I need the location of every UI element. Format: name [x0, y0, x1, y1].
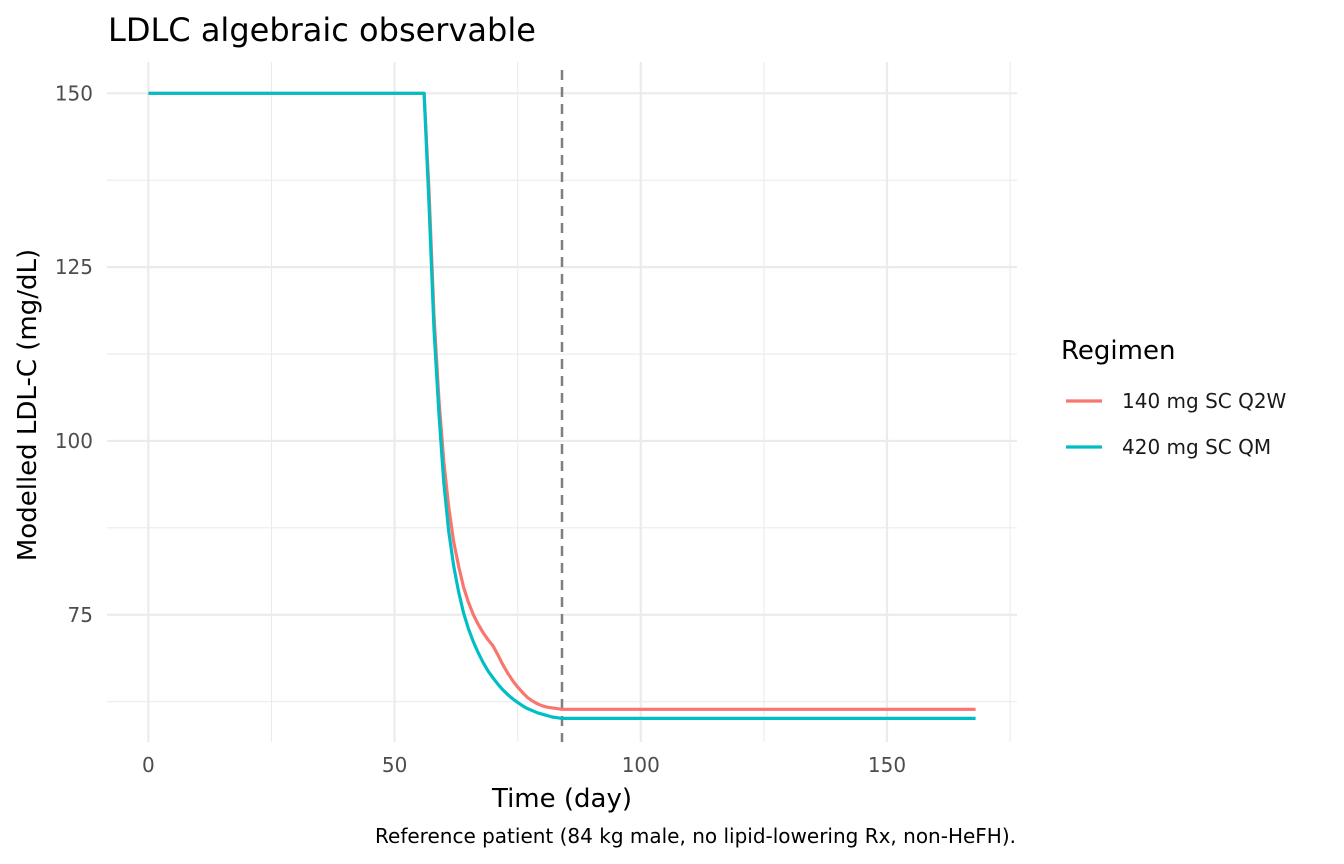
legend-title: Regimen	[1061, 336, 1175, 366]
y-tick-label: 100	[55, 429, 93, 453]
series-layer	[148, 91, 976, 721]
chart-caption: Reference patient (84 kg male, no lipid-…	[375, 824, 1016, 848]
plot-panel	[107, 62, 1017, 742]
legend: Regimen 140 mg SC Q2W 420 mg SC QM	[1061, 336, 1287, 459]
y-axis-title: Modelled LDL-C (mg/dL)	[13, 249, 43, 561]
y-tick-label: 75	[68, 603, 93, 627]
series-line	[148, 91, 976, 721]
x-tick-label: 0	[142, 753, 155, 777]
x-tick-label: 100	[622, 753, 660, 777]
x-axis-title: Time (day)	[491, 784, 632, 814]
y-axis-ticks: 75 100 125 150	[55, 81, 93, 626]
y-tick-label: 125	[55, 255, 93, 279]
legend-label: 140 mg SC Q2W	[1122, 389, 1287, 413]
y-tick-label: 150	[55, 81, 93, 105]
series-line	[148, 91, 976, 711]
x-tick-label: 50	[382, 753, 407, 777]
x-tick-label: 150	[868, 753, 906, 777]
legend-items: 140 mg SC Q2W 420 mg SC QM	[1066, 389, 1287, 459]
legend-label: 420 mg SC QM	[1122, 435, 1271, 459]
chart-title: LDLC algebraic observable	[108, 11, 536, 49]
x-axis-ticks: 0 50 100 150	[142, 753, 906, 777]
